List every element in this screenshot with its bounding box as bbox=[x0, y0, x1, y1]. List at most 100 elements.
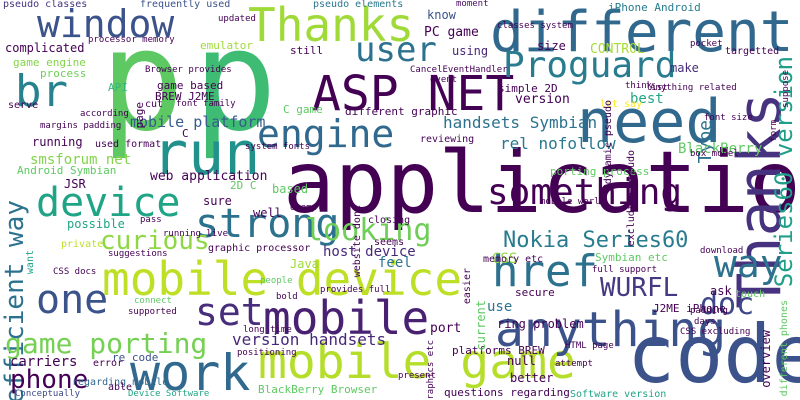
cloud-word: running bbox=[32, 135, 83, 149]
cloud-word: better bbox=[510, 371, 554, 385]
cloud-word: Symbian etc bbox=[595, 251, 668, 264]
cloud-word: connect bbox=[134, 296, 172, 306]
cloud-word: use bbox=[487, 299, 513, 315]
cloud-word: looking bbox=[305, 213, 432, 248]
cloud-word: closing bbox=[368, 215, 411, 226]
cloud-word: Software version bbox=[570, 389, 667, 400]
cloud-word: targetted bbox=[725, 46, 780, 57]
cloud-word: memory etc bbox=[483, 254, 544, 265]
cloud-word: emulator bbox=[200, 39, 253, 52]
cloud-word: dynamic pseudo bbox=[603, 100, 614, 185]
cloud-word: Android Symbian bbox=[17, 164, 117, 177]
cloud-word: updated bbox=[218, 14, 256, 24]
cloud-word: able bbox=[108, 382, 133, 393]
cloud-word: Anything related bbox=[650, 83, 737, 93]
cloud-word: Java bbox=[290, 257, 319, 271]
cloud-word: re code bbox=[112, 351, 159, 364]
cloud-word: iPhone Android bbox=[608, 1, 701, 14]
cloud-word: cut bbox=[145, 99, 164, 110]
cloud-word: form bbox=[769, 120, 779, 142]
cloud-word: easier bbox=[462, 268, 473, 305]
cloud-word: days bbox=[694, 317, 716, 327]
cloud-word: present bbox=[398, 371, 436, 381]
cloud-word: using bbox=[452, 44, 489, 58]
cloud-word: Browser provides bbox=[145, 65, 232, 75]
cloud-word: page bbox=[133, 102, 146, 129]
cloud-word: let say bbox=[600, 99, 643, 110]
cloud-word: frequently used bbox=[140, 0, 231, 10]
cloud-word: mobile bbox=[263, 291, 430, 345]
cloud-word: download bbox=[700, 246, 744, 256]
cloud-word: p bbox=[100, 0, 185, 163]
cloud-word: think bbox=[625, 81, 653, 91]
cloud-word: CSS bbox=[492, 251, 518, 267]
cloud-word: Conceptually bbox=[15, 389, 81, 399]
cloud-word: based bbox=[272, 182, 309, 196]
cloud-word: error bbox=[93, 358, 124, 369]
cloud-word: supported bbox=[128, 307, 177, 317]
cloud-word: mobile platform bbox=[130, 113, 266, 131]
cloud-word: href bbox=[492, 246, 598, 297]
cloud-word: positioning bbox=[237, 348, 297, 358]
cloud-word: game based bbox=[157, 79, 224, 92]
cloud-word: strong bbox=[195, 201, 340, 247]
cloud-word: example bbox=[290, 203, 328, 213]
cloud-word: know bbox=[427, 8, 456, 22]
cloud-word: curious bbox=[100, 226, 210, 256]
cloud-word: CSS docs bbox=[53, 267, 97, 277]
cloud-word: processor memory bbox=[88, 35, 175, 45]
cloud-word: regarding mobile bbox=[72, 377, 169, 388]
cloud-word: mobile device bbox=[102, 252, 463, 306]
cloud-word: people bbox=[260, 276, 293, 286]
cloud-word: want bbox=[25, 250, 36, 275]
cloud-word: seems bbox=[374, 237, 405, 248]
cloud-word: port bbox=[430, 321, 462, 336]
cloud-word: platforms BREW bbox=[452, 344, 545, 357]
cloud-word: make bbox=[670, 61, 699, 75]
cloud-word: according bbox=[80, 109, 129, 119]
cloud-word: BlackBerry Browser bbox=[258, 383, 378, 396]
cloud-word: pass bbox=[140, 215, 162, 225]
cloud-word: different bbox=[490, 0, 794, 65]
cloud-word: sure bbox=[203, 194, 232, 208]
cloud-word: game engine bbox=[13, 56, 86, 69]
cloud-word: secure bbox=[515, 286, 555, 299]
cloud-word: PC game bbox=[424, 25, 479, 40]
cloud-word: porting process bbox=[550, 165, 650, 178]
cloud-word: font family bbox=[176, 99, 236, 109]
cloud-word: moment bbox=[456, 0, 489, 9]
cloud-word: overview bbox=[759, 330, 773, 388]
cloud-word: current bbox=[474, 300, 488, 351]
cloud-word: JSR bbox=[64, 177, 86, 191]
cloud-word: set bbox=[195, 290, 264, 334]
cloud-word: application bbox=[283, 133, 800, 233]
cloud-word: mobile world bbox=[540, 197, 606, 207]
cloud-word: margins padding bbox=[40, 121, 122, 131]
cloud-word: graphics etc bbox=[426, 340, 436, 400]
cloud-word: pocket bbox=[690, 39, 723, 49]
cloud-word: ask bbox=[710, 284, 732, 298]
cloud-word: reviewing bbox=[420, 134, 475, 145]
cloud-word: well bbox=[253, 206, 282, 220]
cloud-word: different phones bbox=[779, 300, 790, 397]
cloud-word: system fonts bbox=[245, 142, 311, 152]
cloud-word: pseudo elements bbox=[313, 0, 404, 10]
cloud-word: ring problem bbox=[497, 317, 584, 331]
cloud-word: C game bbox=[283, 103, 323, 116]
cloud-word: simple 2D bbox=[498, 82, 558, 95]
cloud-word: smsforum net bbox=[30, 152, 132, 168]
cloud-word: work bbox=[130, 344, 251, 400]
cloud-word: handsets Symbian bbox=[443, 113, 598, 132]
cloud-word: engine bbox=[257, 112, 395, 156]
cloud-word: J2ME iPhone bbox=[653, 302, 726, 315]
cloud-word: br bbox=[15, 66, 68, 117]
cloud-word: WURFL bbox=[600, 273, 679, 303]
cloud-word: feel bbox=[378, 255, 412, 271]
cloud-word: version bbox=[515, 92, 570, 107]
cloud-word: graphic processor bbox=[208, 243, 311, 254]
cloud-word: size bbox=[537, 39, 566, 53]
cloud-word: window bbox=[37, 2, 175, 46]
cloud-word: Thanks bbox=[248, 0, 415, 52]
cloud-word: BlackBerry bbox=[678, 141, 763, 157]
cloud-word: best bbox=[630, 91, 664, 107]
